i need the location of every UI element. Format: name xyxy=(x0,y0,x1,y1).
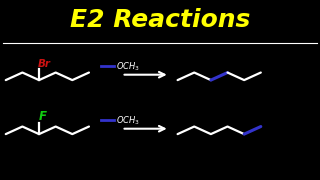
Text: $OCH_3$: $OCH_3$ xyxy=(116,61,140,73)
Text: F: F xyxy=(38,110,46,123)
Text: E2 Reactions: E2 Reactions xyxy=(70,8,250,32)
Text: $OCH_3$: $OCH_3$ xyxy=(116,115,140,127)
Text: Br: Br xyxy=(37,58,51,69)
